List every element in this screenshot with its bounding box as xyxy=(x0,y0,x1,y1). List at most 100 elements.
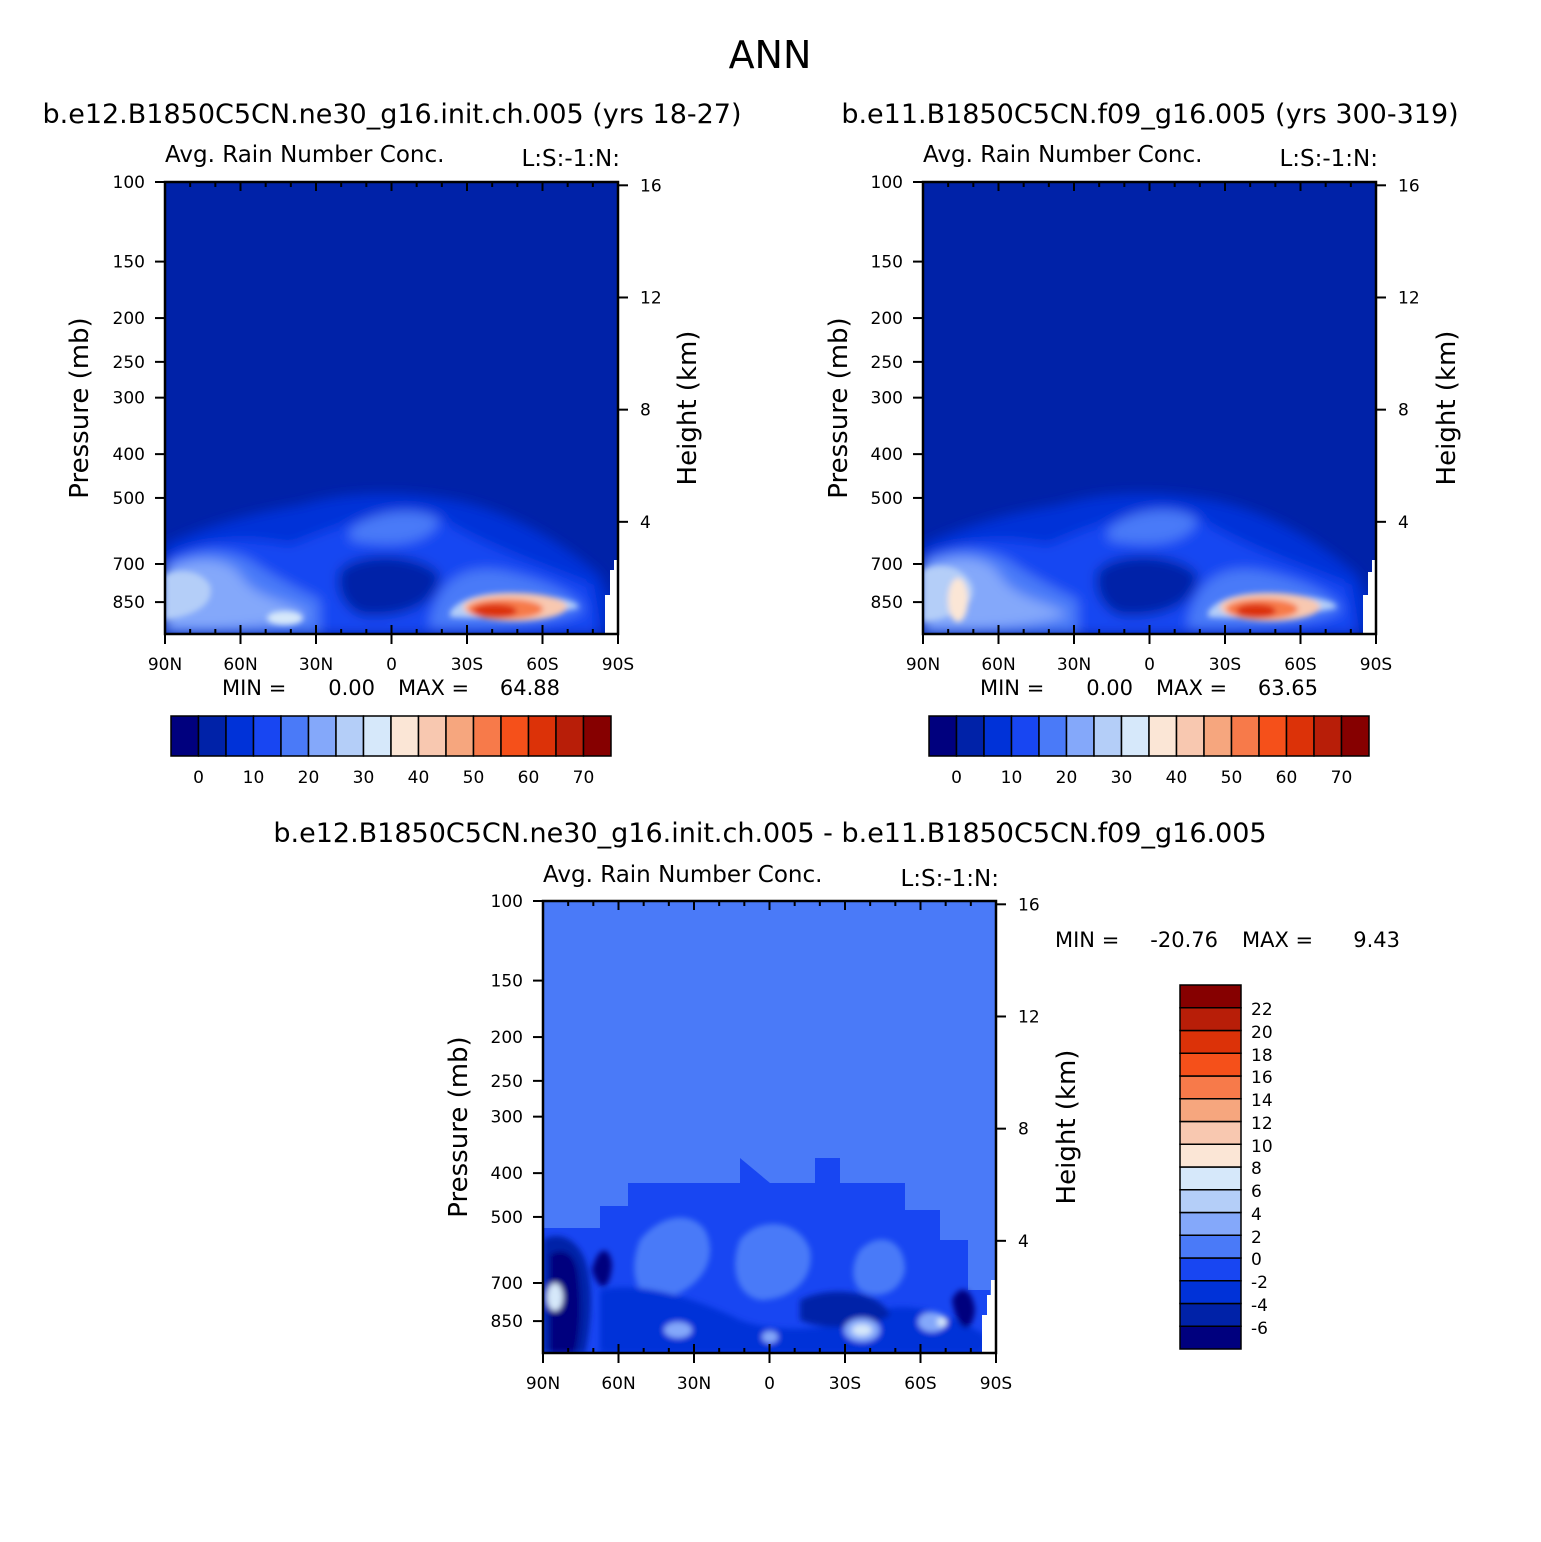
y2-tick-label: 12 xyxy=(1018,1007,1040,1027)
y-tick-label: 300 xyxy=(871,389,903,409)
y2-tick-label: 4 xyxy=(640,513,651,533)
colorbar-swatch xyxy=(1179,1189,1242,1214)
y-tick-label: 150 xyxy=(871,253,903,273)
colorbar-swatch xyxy=(1203,715,1233,757)
panel-2-contour-ml2 xyxy=(1108,509,1198,544)
panel-3-pos-spot-6 xyxy=(937,1317,947,1327)
x-tick-label: 60S xyxy=(526,655,558,675)
panel-2-cbar-label: 30 xyxy=(1111,768,1133,788)
colorbar-swatch xyxy=(928,715,958,757)
x-tick-label: 0 xyxy=(764,1374,775,1394)
panel-2-peak-3 xyxy=(1236,604,1276,618)
panel-3-cbar-label: 6 xyxy=(1251,1182,1262,1202)
panel-3-field xyxy=(543,901,996,1353)
panel-2-max-value: 63.65 xyxy=(1258,676,1318,700)
panel-1: b.e12.B1850C5CN.ne30_g16.init.ch.005 (yr… xyxy=(42,99,741,788)
panel-2-var-title: Avg. Rain Number Conc. xyxy=(923,142,1202,168)
main-title: ANN xyxy=(729,33,812,77)
panel-3-min-label: MIN = xyxy=(1055,928,1119,952)
panel-1-units: L:S:-1:N: xyxy=(521,146,620,172)
x-tick-label: 60S xyxy=(1284,655,1316,675)
y-tick-label: 700 xyxy=(113,555,145,575)
y-tick-label: 300 xyxy=(491,1108,523,1128)
x-tick-label: 60N xyxy=(601,1374,635,1394)
colorbar-swatch xyxy=(582,715,612,757)
y2-tick-label: 16 xyxy=(1398,176,1420,196)
panel-1-peak-3 xyxy=(473,604,517,618)
colorbar-swatch xyxy=(1179,1120,1242,1145)
y-tick-label: 250 xyxy=(871,353,903,373)
panel-2-cbar-label: 40 xyxy=(1166,768,1188,788)
colorbar-swatch xyxy=(1179,1007,1242,1032)
x-tick-label: 60S xyxy=(904,1374,936,1394)
panel-3-contour-neg4c xyxy=(952,1289,975,1328)
panel-1-max-value: 64.88 xyxy=(500,676,560,700)
panel-2-ylabel: Pressure (mb) xyxy=(824,317,854,498)
panel-1-y2label: Height (km) xyxy=(673,331,703,486)
panel-1-colorbar xyxy=(170,715,612,757)
colorbar-swatch xyxy=(1179,1143,1242,1168)
y-tick-label: 150 xyxy=(113,253,145,273)
panel-3-cbar-label: 12 xyxy=(1251,1114,1273,1134)
colorbar-swatch xyxy=(1120,715,1150,757)
panel-2-axes: 90N 60N 30N 0 30S 60S 90S 100 150 200 250 300 400 500… xyxy=(871,173,1420,675)
y-tick-label: 200 xyxy=(871,309,903,329)
y-tick-label: 150 xyxy=(491,972,523,992)
y-tick-label: 850 xyxy=(491,1312,523,1332)
colorbar-swatch xyxy=(555,715,585,757)
panel-1-cbar-label: 50 xyxy=(463,768,485,788)
x-tick-label: 0 xyxy=(1144,655,1155,675)
panel-1-min-label: MIN = xyxy=(222,676,286,700)
panel-3-axes: 90N 60N 30N 0 30S 60S 90S 100 150 200 250 300 400 500… xyxy=(491,892,1040,1394)
y-tick-label: 700 xyxy=(871,555,903,575)
panel-3-max-label: MAX = xyxy=(1242,928,1313,952)
colorbar-swatch xyxy=(1179,1211,1242,1236)
y-tick-label: 100 xyxy=(113,173,145,193)
x-tick-label: 30N xyxy=(677,1374,711,1394)
colorbar-swatch xyxy=(1230,715,1260,757)
panel-3-cbar-label: -2 xyxy=(1251,1273,1268,1293)
panel-1-cbar-label: 0 xyxy=(193,768,204,788)
panel-3-contour-zero-band2 xyxy=(735,1223,811,1300)
colorbar-swatch xyxy=(1340,715,1370,757)
colorbar-swatch xyxy=(417,715,447,757)
y-tick-label: 200 xyxy=(491,1028,523,1048)
panel-3-contour-neg4 xyxy=(550,1251,581,1353)
y-tick-label: 200 xyxy=(113,309,145,329)
panel-3-contour-zero-band xyxy=(634,1217,710,1300)
panel-2-run-title: b.e11.B1850C5CN.f09_g16.005 (yrs 300-319… xyxy=(841,99,1458,130)
colorbar-swatch xyxy=(1038,715,1068,757)
panel-2: b.e11.B1850C5CN.f09_g16.005 (yrs 300-319… xyxy=(824,99,1462,788)
colorbar-swatch xyxy=(1179,1257,1242,1282)
x-tick-label: 90N xyxy=(148,655,182,675)
panel-2-cbar-label: 20 xyxy=(1056,768,1078,788)
x-tick-label: 60N xyxy=(223,655,257,675)
y-tick-label: 500 xyxy=(491,1208,523,1228)
y-tick-label: 500 xyxy=(113,489,145,509)
x-tick-label: 90S xyxy=(980,1374,1012,1394)
colorbar-swatch xyxy=(1148,715,1178,757)
panel-3: b.e12.B1850C5CN.ne30_g16.init.ch.005 - b… xyxy=(273,818,1400,1394)
panel-3-cbar-label: 16 xyxy=(1251,1068,1273,1088)
panel-2-cbar-label: 50 xyxy=(1221,768,1243,788)
panel-1-pale-spot xyxy=(267,611,303,625)
x-tick-label: 30S xyxy=(1209,655,1241,675)
colorbar-swatch xyxy=(335,715,365,757)
y-tick-label: 300 xyxy=(113,389,145,409)
panel-3-pos-spot-7 xyxy=(762,1331,778,1343)
colorbar-swatch xyxy=(170,715,200,757)
colorbar-swatch xyxy=(472,715,502,757)
colorbar-swatch xyxy=(983,715,1013,757)
panel-2-min-label: MIN = xyxy=(980,676,1044,700)
panel-3-units: L:S:-1:N: xyxy=(900,866,999,892)
colorbar-swatch xyxy=(1179,1029,1242,1054)
colorbar-swatch xyxy=(527,715,557,757)
colorbar-swatch xyxy=(500,715,530,757)
x-tick-label: 90N xyxy=(526,1374,560,1394)
colorbar-swatch xyxy=(1179,1098,1242,1123)
panel-2-field xyxy=(923,182,1376,634)
panel-1-cbar-label: 20 xyxy=(298,768,320,788)
panel-3-min-value: -20.76 xyxy=(1150,928,1218,952)
panel-1-var-title: Avg. Rain Number Conc. xyxy=(165,142,444,168)
